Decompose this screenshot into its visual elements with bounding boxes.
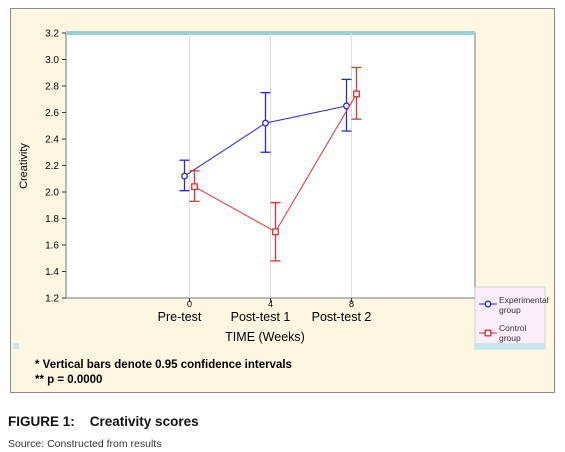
figure-caption: FIGURE 1: Creativity scores (8, 414, 199, 429)
legend-label-control-line1: Control (499, 323, 527, 333)
x-category-label: Pre-test (158, 310, 202, 324)
left-corner-strip (13, 343, 19, 349)
legend-bottom-strip (475, 343, 545, 349)
legend-marker-experimental (484, 300, 492, 308)
figure-panel: 1.2 1.4 1.6 1.8 2.0 2.2 2.4 2.6 2.8 3.0 3.2 0 Pre-te… (10, 8, 555, 393)
data-point-experimental (181, 172, 188, 180)
y-tick-label: 2.0 (45, 188, 59, 199)
data-point-control (353, 90, 360, 98)
y-tick-label: 1.2 (45, 294, 59, 305)
data-point-experimental (262, 119, 269, 127)
legend-label-experimental-line1: Experimental (499, 295, 549, 305)
y-tick-label: 2.8 (45, 82, 59, 93)
x-category-label: Post-test 1 (231, 310, 291, 324)
x-tick-label: 8 (349, 299, 354, 309)
legend-label-experimental-line2: group (499, 305, 521, 315)
legend-marker-control (484, 329, 492, 337)
y-tick-label: 3.2 (45, 29, 59, 40)
creativity-chart: 1.2 1.4 1.6 1.8 2.0 2.2 2.4 2.6 2.8 3.0 3.2 0Pre-te… (13, 29, 549, 350)
x-tick-label: 0 (187, 299, 192, 309)
y-tick-label: 2.2 (45, 161, 59, 172)
y-tick-label: 2.4 (45, 135, 59, 146)
y-tick-label: 1.6 (45, 241, 59, 252)
data-point-control (272, 228, 279, 236)
y-axis-title: Creativity (18, 143, 30, 189)
grid-lines (189, 33, 352, 298)
data-series (179, 66, 362, 262)
y-tick-label: 3.0 (45, 55, 59, 66)
figure-label: FIGURE 1: (8, 414, 75, 429)
x-axis-title: TIME (Weeks) (225, 330, 305, 344)
footnote-confidence: * Vertical bars denote 0.95 confidence i… (35, 359, 292, 371)
axes: 1.2 1.4 1.6 1.8 2.0 2.2 2.4 2.6 2.8 3.0 3.2 0Pre-te… (45, 29, 371, 325)
footnote-pvalue: ** p = 0.0000 (35, 374, 103, 386)
legend-label-control-line2: group (499, 333, 521, 343)
y-tick-label: 1.8 (45, 214, 59, 225)
figure-source: Source: Constructed from results (8, 438, 162, 450)
data-point-control (191, 183, 198, 191)
legend-box (474, 286, 546, 350)
x-tick-label: 4 (268, 299, 273, 309)
legend: Experimental group Control group (474, 286, 549, 350)
y-tick-label: 1.4 (45, 267, 59, 278)
x-category-label: Post-test 2 (312, 310, 372, 324)
y-tick-label: 2.6 (45, 108, 59, 119)
figure-title: Creativity scores (89, 414, 199, 429)
